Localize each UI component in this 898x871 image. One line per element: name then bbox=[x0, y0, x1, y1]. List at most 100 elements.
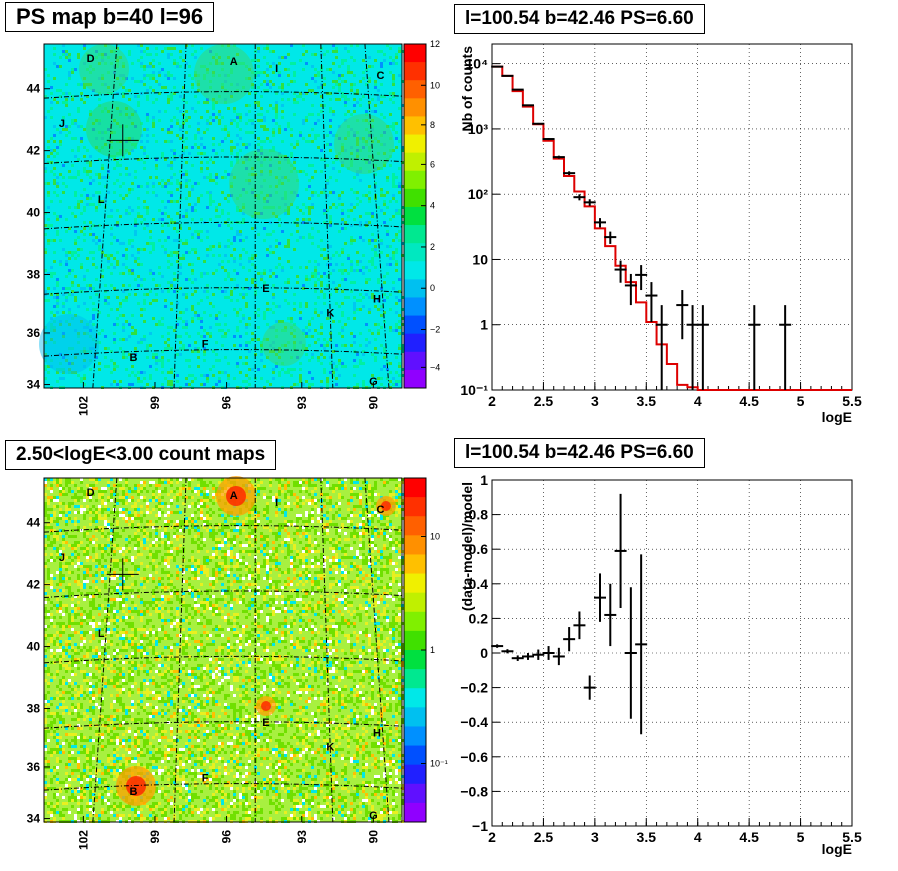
map-y-tick-label: 36 bbox=[27, 326, 41, 340]
y-tick-label: −0.2 bbox=[460, 680, 488, 696]
colorbar-swatch bbox=[404, 497, 426, 517]
colorbar-swatch bbox=[404, 351, 426, 371]
map-x-tick-label: 102 bbox=[76, 396, 90, 416]
map-grid-latitude bbox=[43, 156, 403, 165]
colorbar-swatch bbox=[404, 44, 426, 63]
colorbar-swatch bbox=[404, 783, 426, 804]
colorbar-tick-label: −2 bbox=[430, 325, 440, 335]
map-grid bbox=[43, 477, 403, 823]
map-excess-region bbox=[86, 101, 142, 157]
colorbar-swatch bbox=[404, 478, 426, 498]
map-x-tick-label: 99 bbox=[148, 830, 162, 844]
map-grid-longitude bbox=[364, 477, 390, 823]
y-tick-label: 0.8 bbox=[469, 507, 489, 523]
map-grid-latitude bbox=[43, 349, 403, 357]
model-step-line bbox=[492, 65, 852, 391]
colorbar-swatch bbox=[404, 688, 426, 708]
residual-title: l=100.54 b=42.46 PS=6.60 bbox=[454, 438, 705, 468]
x-tick-label: 4.5 bbox=[739, 829, 759, 845]
map-x-tick-label: 96 bbox=[220, 830, 234, 844]
source-label-a: A bbox=[230, 56, 238, 68]
y-tick-label: 0 bbox=[480, 645, 488, 661]
ps-map-title: PS map b=40 l=96 bbox=[5, 2, 215, 32]
map-grid-latitude bbox=[43, 91, 403, 99]
x-tick-label: 5.5 bbox=[842, 829, 862, 845]
map-grid-latitude bbox=[43, 721, 403, 729]
colorbar-swatch bbox=[404, 206, 426, 226]
source-label-e: E bbox=[262, 717, 269, 729]
colorbar-swatch bbox=[404, 592, 426, 613]
y-tick-label: 10² bbox=[468, 186, 489, 202]
source-label-j: J bbox=[59, 552, 65, 564]
map-grid-latitude bbox=[43, 221, 403, 230]
source-label-a: A bbox=[230, 490, 238, 502]
map-y-tick-label: 36 bbox=[27, 760, 41, 774]
map-hot-spot-core bbox=[226, 486, 246, 506]
colorbar-swatch bbox=[404, 802, 426, 823]
colorbar-swatch bbox=[404, 726, 426, 747]
colorbar-swatch bbox=[404, 315, 426, 335]
colorbar-frame bbox=[403, 43, 427, 389]
colorbar-swatch bbox=[404, 279, 426, 298]
colorbar-swatch bbox=[404, 243, 426, 262]
count-map-panel: A B C D E F G H I J K L 102 99 96 93 90 44 42 40 38 36 34 10 1 10… bbox=[0, 432, 450, 871]
map-frame bbox=[43, 477, 403, 823]
map-y-tick-label: 40 bbox=[27, 206, 41, 220]
y-tick-label: 10³ bbox=[468, 121, 489, 137]
map-x-tick-label: 93 bbox=[295, 396, 309, 410]
map-excess-region bbox=[334, 114, 394, 174]
colorbar-tick-label: 10 bbox=[430, 531, 440, 541]
source-label-i: I bbox=[275, 63, 278, 75]
source-label-h: H bbox=[373, 294, 381, 306]
colorbar-tick-label: 1 bbox=[430, 645, 435, 655]
source-label-h: H bbox=[373, 728, 381, 740]
y-tick-label: 10 bbox=[472, 251, 488, 267]
map-x-tick-label: 96 bbox=[220, 396, 234, 410]
source-label-b: B bbox=[130, 786, 138, 798]
map-y-tick-label: 34 bbox=[27, 812, 41, 826]
residual-plot: 2 2.5 3 3.5 4 4.5 5 5.5 1 0.8 0.6 0.4 0.2 0 −0.2 −0.4 −0… bbox=[459, 472, 862, 857]
source-label-i: I bbox=[275, 497, 278, 509]
y-axis-title: Nb of counts bbox=[459, 46, 475, 132]
map-x-tick-label: 99 bbox=[148, 396, 162, 410]
ps-map-panel: A B C D E F G H I J K L 102 99 96 93 90 44 42 40 38 36 34 12 10 8… bbox=[0, 0, 450, 432]
y-tick-label: 0.4 bbox=[469, 576, 489, 592]
colorbar-swatch bbox=[404, 98, 426, 117]
colorbar-swatch bbox=[404, 116, 426, 136]
source-label-j: J bbox=[59, 118, 65, 130]
colorbar-swatch bbox=[404, 369, 426, 389]
colorbar-swatch bbox=[404, 134, 426, 154]
colorbar-tick-label: 8 bbox=[430, 120, 435, 130]
map-x-tick-label: 90 bbox=[366, 396, 380, 410]
source-label-l: L bbox=[98, 194, 105, 206]
map-excess-region bbox=[229, 149, 299, 219]
map-grid-latitude bbox=[43, 655, 403, 664]
colorbar-tick-label: −4 bbox=[430, 362, 440, 372]
x-axis-title: logE bbox=[822, 841, 852, 857]
map-y-tick-label: 42 bbox=[27, 578, 41, 592]
map-grid-latitude bbox=[43, 287, 403, 295]
map-frame bbox=[43, 43, 403, 389]
count-map-title: 2.50<logE<3.00 count maps bbox=[5, 440, 277, 470]
colorbar-swatch bbox=[404, 225, 426, 244]
map-grid-latitude bbox=[43, 525, 403, 533]
colorbar-swatch bbox=[404, 745, 426, 766]
x-tick-label: 2 bbox=[488, 829, 496, 845]
map-x-tick-label: 93 bbox=[295, 830, 309, 844]
map-grid-longitude bbox=[320, 477, 334, 823]
source-label-c: C bbox=[377, 504, 385, 516]
y-tick-label: 10⁻¹ bbox=[460, 382, 488, 398]
count-colorbar: 10 1 10⁻¹ bbox=[403, 477, 448, 823]
colorbar-swatch bbox=[404, 80, 426, 99]
x-tick-label: 5 bbox=[797, 393, 805, 409]
y-tick-label: 0.6 bbox=[469, 541, 489, 557]
map-y-tick-label: 34 bbox=[27, 378, 41, 392]
source-label-e: E bbox=[262, 283, 269, 295]
colorbar-swatch bbox=[404, 516, 426, 536]
colorbar-swatch bbox=[404, 188, 426, 208]
map-y-tick-label: 40 bbox=[27, 640, 41, 654]
x-tick-label: 3 bbox=[591, 829, 599, 845]
spectrum-title: l=100.54 b=42.46 PS=6.60 bbox=[454, 4, 705, 34]
x-tick-label: 5 bbox=[797, 829, 805, 845]
map-grid bbox=[43, 43, 403, 389]
